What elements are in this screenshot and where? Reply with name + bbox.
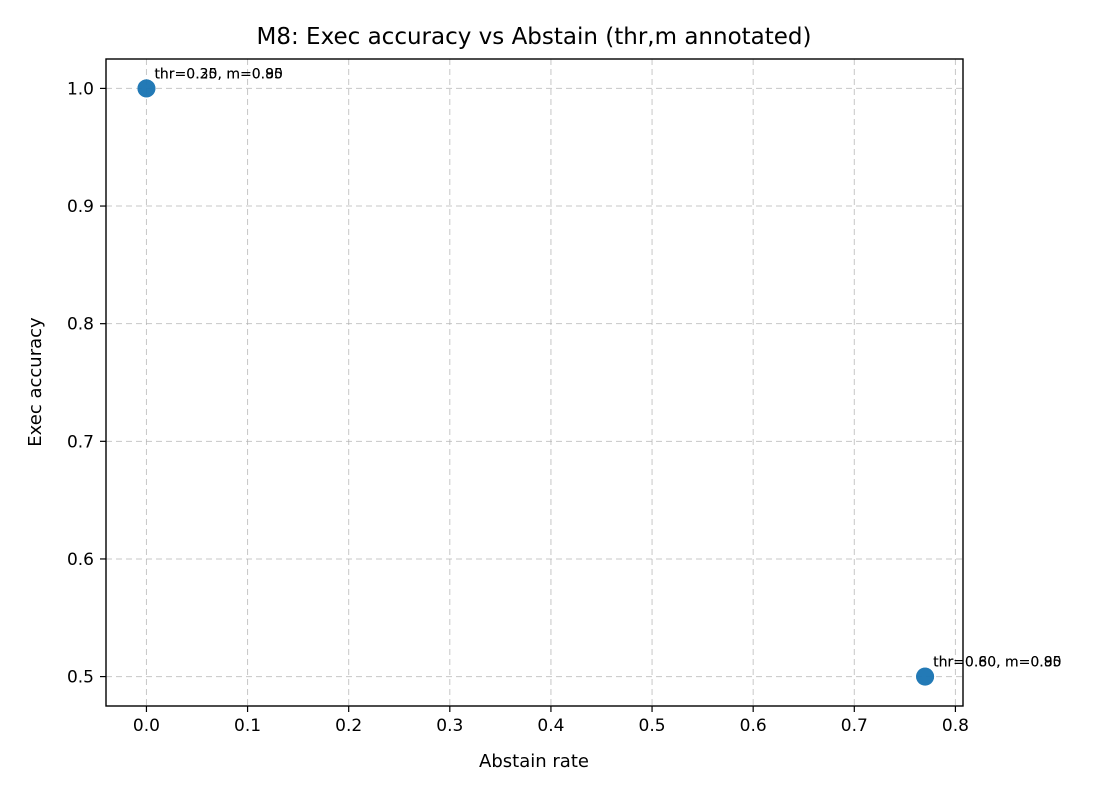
point-annotation: thr=0.60, m=0.85: [933, 655, 1061, 671]
point-annotation: thr=0.80, m=0.90: [933, 655, 1061, 671]
x-tick-label: 0.8: [942, 716, 969, 736]
chart-title: M8: Exec accuracy vs Abstain (thr,m anno…: [257, 24, 812, 50]
x-tick-label: 0.3: [436, 716, 463, 736]
y-axis-label: Exec accuracy: [25, 317, 46, 447]
y-tick-label: 0.8: [67, 315, 94, 335]
x-tick-label: 0.6: [740, 716, 767, 736]
x-tick-label: 0.5: [639, 716, 666, 736]
plot-area-frame: [105, 58, 964, 707]
x-tick-label: 0.4: [537, 716, 564, 736]
y-tick-label: 1.0: [67, 79, 94, 99]
data-points: [137, 79, 935, 686]
x-tick-label: 0.2: [335, 716, 362, 736]
y-tick-label: 0.6: [67, 550, 94, 570]
point-annotation: thr=0.35, m=0.80: [154, 66, 282, 82]
point-annotation: thr=0.20, m=0.95: [154, 66, 282, 82]
y-tick-label: 0.5: [67, 668, 94, 688]
scatter-point: [137, 79, 156, 98]
x-tick-label: 0.1: [234, 716, 261, 736]
y-axis-ticks: 0.5 0.6 0.7 0.8 0.9 1.0: [67, 79, 106, 688]
scatter-point: [916, 667, 935, 686]
grid: [106, 59, 963, 706]
y-tick-label: 0.9: [67, 197, 94, 217]
x-axis-label: Abstain rate: [479, 751, 589, 772]
y-tick-label: 0.7: [67, 432, 94, 452]
x-tick-label: 0.7: [841, 716, 868, 736]
x-tick-label: 0.0: [133, 716, 160, 736]
x-axis-ticks: 0.0 0.1 0.2 0.3 0.4 0.5 0.6 0.7 0.8: [133, 706, 969, 736]
